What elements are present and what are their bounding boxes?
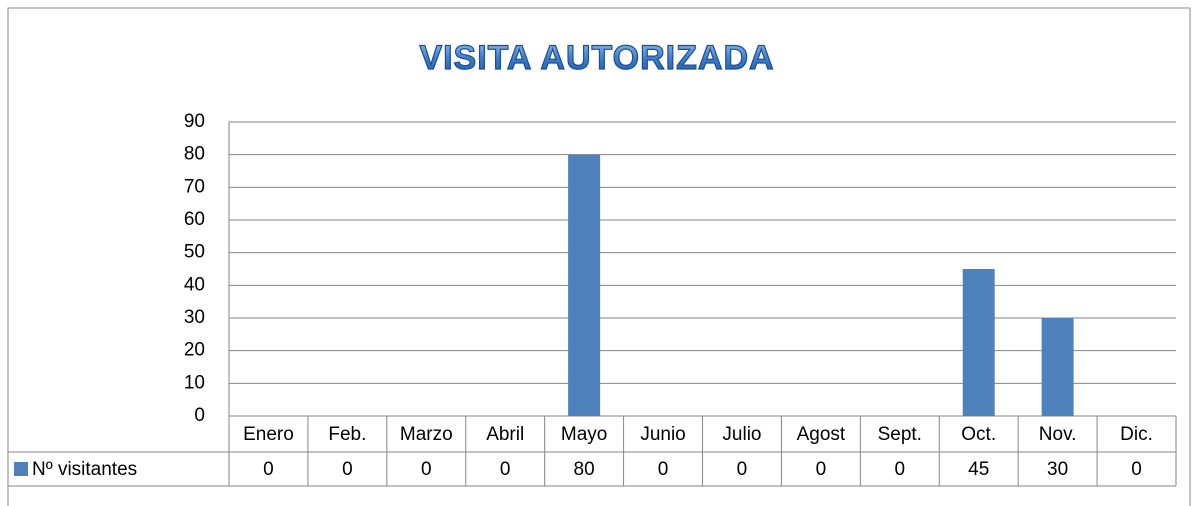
y-tick-label: 10 [184,372,205,393]
x-tick-label: Marzo [400,424,453,445]
bar [1041,318,1074,416]
y-tick-label: 40 [184,274,205,295]
legend-swatch [14,462,28,476]
x-tick-label: Enero [243,424,294,445]
y-tick-label: 50 [184,242,205,263]
x-tick-label: Feb. [328,424,366,445]
table-value: 0 [263,459,274,480]
x-tick-label: Dic. [1120,424,1153,445]
table-value: 0 [421,459,432,480]
table-value: 0 [816,459,827,480]
y-tick-label: 0 [194,405,205,426]
x-tick-label: Abril [486,424,524,445]
x-tick-label: Julio [722,424,761,445]
x-tick-label: Nov. [1039,424,1077,445]
x-tick-label: Junio [640,424,685,445]
x-tick-label: Agost [797,424,846,445]
bar [962,269,995,416]
chart-title: VISITA AUTORIZADA [419,39,774,77]
table-value: 0 [658,459,669,480]
table-value: 0 [895,459,906,480]
table-value: 45 [968,459,989,480]
y-tick-label: 30 [184,307,205,328]
y-tick-label: 20 [184,340,205,361]
x-tick-label: Oct. [961,424,996,445]
y-tick-label: 60 [184,209,205,230]
bar [568,154,601,416]
y-tick-label: 80 [184,144,205,165]
legend-label: Nº visitantes [32,459,137,480]
table-value: 0 [342,459,353,480]
y-tick-label: 70 [184,176,205,197]
chart-border [7,7,1191,506]
x-tick-label: Sept. [878,424,922,445]
y-tick-label: 90 [184,111,205,132]
table-value: 0 [500,459,511,480]
table-value: 30 [1047,459,1068,480]
table-value: 80 [574,459,595,480]
x-tick-label: Mayo [561,424,607,445]
table-value: 0 [737,459,748,480]
table-value: 0 [1131,459,1142,480]
